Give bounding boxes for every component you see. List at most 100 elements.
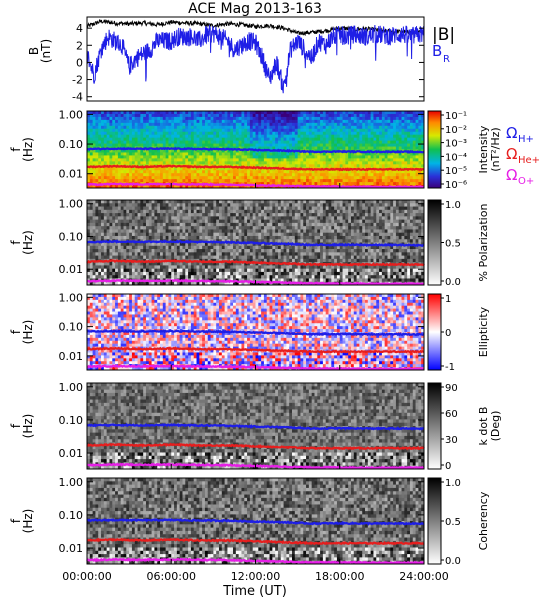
heatmap-cell — [415, 179, 419, 183]
heatmap-cell — [247, 258, 251, 263]
heatmap-cell — [258, 268, 262, 273]
heatmap-cell — [336, 116, 341, 121]
heatmap-cell — [160, 152, 164, 156]
heatmap-cell — [134, 185, 138, 189]
heatmap-cell — [143, 222, 147, 227]
heatmap-cell — [336, 119, 341, 124]
heatmap-cell — [283, 134, 287, 139]
heatmap-cell — [233, 275, 237, 279]
heatmap-cell — [235, 113, 240, 118]
heatmap-cell — [367, 140, 372, 144]
heatmap-cell — [379, 116, 383, 121]
heatmap-cell — [221, 252, 226, 256]
heatmap-cell — [407, 128, 411, 133]
heatmap-cell — [179, 235, 183, 240]
heatmap-cell — [176, 209, 181, 214]
heatmap-cell — [249, 229, 254, 234]
heatmap-cell — [325, 113, 329, 118]
heatmap-cell — [98, 134, 102, 139]
heatmap-cell — [145, 235, 150, 240]
heatmap-cell — [362, 173, 366, 177]
heatmap-cell — [185, 113, 189, 118]
heatmap-cell — [418, 182, 422, 186]
heatmap-cell — [249, 111, 254, 115]
heatmap-cell — [283, 155, 287, 159]
heatmap-cell — [168, 252, 172, 256]
heatmap-cell — [350, 134, 355, 139]
heatmap-cell — [252, 222, 256, 227]
heatmap-cell — [140, 119, 144, 124]
heatmap-cell — [252, 134, 256, 139]
heatmap-cell — [216, 111, 220, 115]
heatmap-cell — [314, 155, 318, 159]
heatmap-cell — [415, 116, 419, 121]
heatmap-cell — [233, 155, 237, 159]
heatmap-cell — [353, 140, 357, 144]
heatmap-cell — [401, 113, 405, 118]
heatmap-cell — [418, 146, 422, 150]
heatmap-cell — [137, 265, 141, 270]
heatmap-cell — [252, 170, 256, 174]
heatmap-cell — [210, 134, 214, 139]
heatmap-cell — [348, 146, 352, 150]
heatmap-cell — [117, 200, 122, 204]
heatmap-cell — [289, 164, 293, 168]
heatmap-cell — [157, 229, 161, 234]
heatmap-cell — [390, 179, 394, 183]
heatmap-cell — [348, 128, 352, 133]
heatmap-cell — [255, 275, 259, 279]
heatmap-cell — [157, 149, 161, 153]
heatmap-cell — [238, 213, 242, 217]
heatmap-cell — [95, 281, 99, 286]
heatmap-cell — [176, 229, 181, 234]
heatmap-cell — [89, 265, 94, 270]
heatmap-cell — [300, 125, 304, 130]
heatmap-cell — [258, 245, 262, 250]
heatmap-cell — [103, 158, 108, 162]
heatmap-cell — [322, 155, 327, 159]
heatmap-cell — [407, 137, 411, 142]
heatmap-cell — [359, 131, 363, 136]
heatmap-cell — [196, 173, 200, 177]
heatmap-cell — [379, 122, 383, 127]
heatmap-cell — [106, 200, 110, 204]
heatmap-cell — [168, 213, 172, 217]
heatmap-cell — [92, 158, 96, 162]
heatmap-cell — [308, 131, 313, 136]
heatmap-cell — [188, 242, 192, 247]
heatmap-cell — [143, 134, 147, 139]
heatmap-cell — [216, 281, 220, 286]
heatmap-cell — [188, 281, 192, 286]
heatmap-cell — [95, 143, 99, 147]
heatmap-cell — [140, 131, 144, 136]
heatmap-cell — [145, 167, 150, 171]
heatmap-cell — [393, 146, 397, 150]
heatmap-cell — [216, 140, 220, 144]
heatmap-cell — [294, 146, 299, 150]
heatmap-cell — [238, 203, 242, 207]
heatmap-cell — [339, 116, 343, 121]
heatmap-cell — [353, 119, 357, 124]
heatmap-cell — [353, 155, 357, 159]
heatmap-cell — [238, 271, 242, 276]
heatmap-cell — [179, 116, 183, 121]
heatmap-cell — [117, 235, 122, 240]
heatmap-cell — [176, 173, 181, 177]
heatmap-cell — [148, 111, 152, 115]
heatmap-cell — [87, 134, 91, 139]
heatmap-cell — [154, 200, 158, 204]
heatmap-cell — [157, 131, 161, 136]
heatmap-cell — [115, 119, 119, 124]
heatmap-cell — [272, 185, 276, 189]
heatmap-cell — [101, 167, 105, 171]
heatmap-cell — [162, 140, 167, 144]
heatmap-cell — [109, 185, 113, 189]
heatmap-cell — [92, 149, 96, 153]
heatmap-cell — [123, 161, 127, 165]
heatmap-cell — [109, 271, 113, 276]
heatmap-cell — [120, 113, 124, 118]
heatmap-cell — [297, 170, 301, 174]
heatmap-cell — [230, 131, 234, 136]
heatmap-cell — [247, 213, 251, 217]
heatmap-cell — [179, 200, 183, 204]
